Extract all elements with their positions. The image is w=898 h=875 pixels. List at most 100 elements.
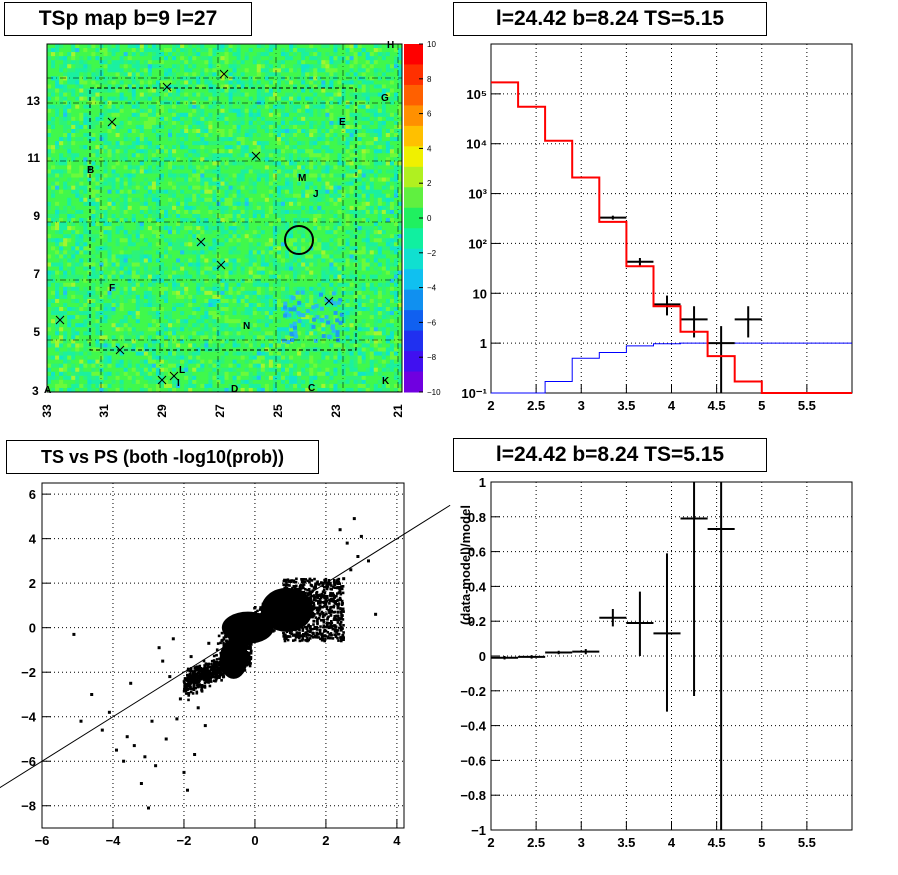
tsmap-cell bbox=[59, 266, 64, 272]
tsmap-cell bbox=[47, 262, 52, 267]
tsmap-cell bbox=[224, 185, 229, 191]
tsmap-cell bbox=[87, 197, 92, 203]
tsmap-cell bbox=[313, 153, 318, 158]
tsmap-cell bbox=[159, 189, 165, 195]
tsmap-cell bbox=[285, 213, 290, 219]
tsmap-cell bbox=[135, 193, 141, 199]
tsmap-cell bbox=[345, 177, 350, 182]
tsmap-cell bbox=[51, 64, 56, 69]
tsmap-cell bbox=[365, 197, 371, 203]
tsmap-cell bbox=[163, 76, 169, 81]
tsmap-cell bbox=[95, 270, 100, 276]
tsmap-cell bbox=[131, 153, 137, 158]
tsmap-cell bbox=[188, 64, 193, 69]
tsmap-cell bbox=[212, 254, 217, 259]
tsmap-cell bbox=[333, 44, 338, 49]
tsmap-cell bbox=[139, 238, 145, 243]
tsmap-cell bbox=[297, 197, 302, 203]
tsmap-cell bbox=[228, 116, 233, 122]
tsmap-cell bbox=[163, 141, 169, 146]
tsmap-cell bbox=[107, 226, 112, 231]
tsmap-cell bbox=[381, 72, 387, 77]
tsmap-cell bbox=[176, 230, 181, 235]
tsmap-cell bbox=[115, 104, 121, 110]
tsmap-cell bbox=[268, 230, 274, 235]
tsmap-cell bbox=[59, 270, 64, 276]
tsmap-cell bbox=[385, 112, 391, 118]
tsmap-cell bbox=[377, 64, 383, 69]
tsmap-cell bbox=[353, 133, 359, 138]
tsmap-cell bbox=[240, 141, 246, 146]
tsmap-cell bbox=[139, 254, 145, 259]
tsmap-cell bbox=[325, 56, 330, 61]
tsmap-cell bbox=[204, 72, 209, 77]
tsmap-cell bbox=[103, 246, 108, 251]
tsmap-cell bbox=[349, 165, 354, 170]
tsmap-cell bbox=[365, 60, 371, 65]
tsmap-cell bbox=[329, 56, 334, 61]
tsmap-cell bbox=[204, 88, 209, 93]
tsmap-cell bbox=[228, 205, 233, 211]
tsmap-cell bbox=[365, 149, 371, 154]
tsmap-cell bbox=[83, 222, 88, 227]
tsmap-cell bbox=[184, 205, 189, 211]
tsmap-cell bbox=[115, 161, 121, 166]
tsmap-cell bbox=[147, 201, 153, 207]
tsmap-cell bbox=[111, 205, 116, 211]
tsmap-cell bbox=[63, 238, 68, 243]
tsmap-cell bbox=[236, 48, 242, 53]
tsmap-cell bbox=[115, 234, 121, 239]
tsmap-cell bbox=[168, 157, 173, 162]
tsmap-cell bbox=[127, 254, 133, 259]
tsmap-cell bbox=[71, 124, 76, 130]
tsmap-cell bbox=[103, 157, 108, 162]
tsmap-cell bbox=[373, 250, 379, 255]
tsmap-cell bbox=[176, 84, 181, 89]
tsmap-cell bbox=[196, 104, 201, 110]
tsmap-cell bbox=[369, 185, 375, 191]
tsmap-cell bbox=[377, 165, 383, 170]
tsmap-cell bbox=[244, 112, 250, 118]
tsmap-cell bbox=[172, 189, 177, 195]
tsmap-cell bbox=[333, 161, 338, 166]
tsmap-cell bbox=[63, 84, 68, 89]
tsmap-cell bbox=[329, 88, 334, 93]
tsmap-cell bbox=[232, 137, 237, 142]
tsmap-cell bbox=[369, 213, 375, 219]
tsmap-cell bbox=[313, 120, 318, 126]
tsmap-cell bbox=[159, 145, 165, 150]
tsmap-cell bbox=[159, 262, 165, 267]
tsmap-cell bbox=[317, 153, 322, 158]
tsmap-cell bbox=[377, 48, 383, 53]
tsmap-cell bbox=[256, 145, 262, 150]
tsmap-cell bbox=[357, 250, 363, 255]
tsmap-cell bbox=[373, 128, 379, 134]
tsmap-cell bbox=[75, 84, 80, 89]
tsmap-cell bbox=[87, 76, 92, 81]
tsmap-cell bbox=[67, 56, 72, 61]
tsmap-cell bbox=[200, 266, 205, 272]
tsmap-cell bbox=[385, 242, 391, 247]
tsmap-cell bbox=[357, 173, 363, 178]
tsmap-cell bbox=[47, 266, 52, 272]
tsmap-cell bbox=[240, 218, 246, 223]
tsmap-cell bbox=[272, 226, 278, 231]
tsmap-cell bbox=[172, 141, 177, 146]
tsmap-cell bbox=[163, 96, 169, 102]
tsmap-cell bbox=[268, 169, 274, 174]
tsmap-cell bbox=[293, 230, 298, 235]
tsmap-cell bbox=[321, 56, 326, 61]
tsmap-cell bbox=[272, 177, 278, 182]
tsmap-cell bbox=[317, 80, 322, 85]
tsmap-cell bbox=[361, 230, 367, 235]
tsmap-cell bbox=[357, 104, 363, 110]
tsmap-cell bbox=[349, 246, 354, 251]
tsmap-cell bbox=[256, 246, 262, 251]
tsmap-cell bbox=[123, 133, 129, 138]
tsmap-cell bbox=[139, 258, 145, 263]
tsmap-cell bbox=[107, 262, 112, 267]
tsmap-cell bbox=[103, 124, 108, 130]
tsmap-cell bbox=[67, 72, 72, 77]
tsmap-cell bbox=[393, 173, 399, 178]
tsmap-cell bbox=[309, 52, 314, 57]
